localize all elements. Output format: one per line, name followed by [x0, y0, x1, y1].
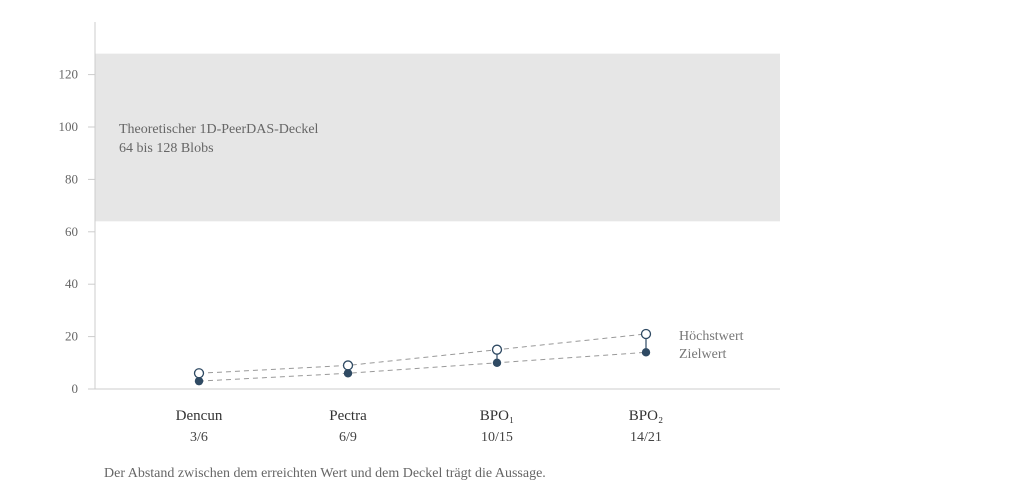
x-category-sublabel: 14/21 — [630, 430, 662, 445]
y-tick-label: 0 — [72, 381, 79, 396]
series-label-zielwert: Zielwert — [679, 347, 727, 362]
point-hoechstwert — [491, 344, 503, 355]
x-category-label: Dencun — [176, 408, 223, 424]
y-tick-label: 20 — [65, 329, 78, 344]
series-label-hoechstwert: Höchstwert — [679, 329, 744, 344]
x-category-sublabel: 6/9 — [339, 430, 357, 445]
y-tick-label: 120 — [59, 67, 79, 82]
y-tick-label: 100 — [59, 119, 79, 134]
series-line-hoechstwert — [198, 333, 647, 374]
band-label-line1: Theoretischer 1D-PeerDAS-Deckel — [119, 122, 319, 137]
theoretical-cap-band — [95, 53, 780, 222]
point-hoechstwert — [193, 368, 205, 379]
x-category-sublabel: 10/15 — [481, 430, 513, 445]
y-tick-label: 80 — [65, 171, 78, 186]
x-category-label: BPO₁ — [480, 408, 514, 424]
y-tick-label: 40 — [65, 276, 78, 291]
y-ticks: 0 20 40 60 80 100 120 — [59, 67, 95, 396]
point-hoechstwert — [342, 360, 354, 371]
x-categories: Dencun 3/6 Pectra 6/9 BPO₁ 10/15 BPO₂ 14/21 — [176, 408, 664, 445]
series-layer — [193, 328, 652, 386]
x-category-label: BPO₂ — [629, 408, 663, 424]
y-tick-label: 60 — [65, 224, 78, 239]
chart-caption: Der Abstand zwischen dem erreichten Wert… — [104, 466, 546, 481]
point-hoechstwert — [640, 328, 652, 340]
x-category-label: Pectra — [329, 408, 367, 424]
point-zielwert — [641, 348, 651, 357]
x-category-sublabel: 3/6 — [190, 430, 208, 445]
point-zielwert — [343, 369, 353, 378]
line-chart: Theoretischer 1D-PeerDAS-Deckel 64 bis 1… — [59, 22, 780, 445]
point-zielwert — [492, 358, 502, 367]
series-line-zielwert — [198, 351, 647, 382]
band-label-line2: 64 bis 128 Blobs — [119, 141, 214, 156]
point-zielwert — [194, 376, 204, 386]
